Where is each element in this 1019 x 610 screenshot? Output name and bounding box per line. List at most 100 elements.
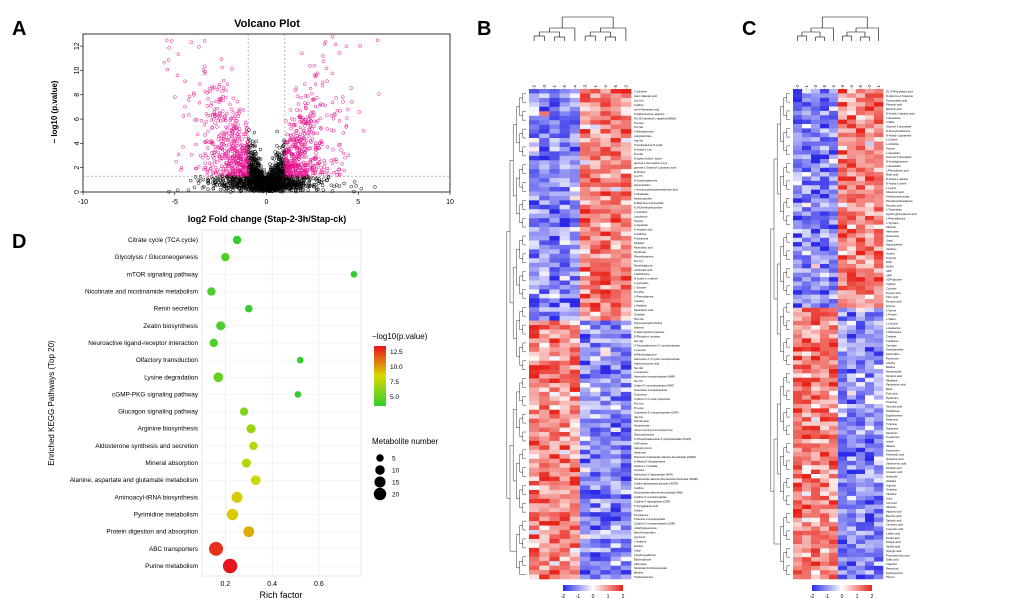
heatmap-cell (549, 468, 560, 473)
heatmap-cell (570, 343, 581, 348)
heatmap-cell (838, 198, 847, 203)
heatmap-cell (793, 150, 802, 155)
heatmap-row-label: Pro-Asp (634, 406, 644, 410)
heatmap-cell (549, 232, 560, 237)
heatmap-cell (611, 134, 622, 139)
volcano-point-significant (300, 52, 303, 55)
volcano-point-significant (227, 136, 230, 139)
heatmap-cell (621, 552, 632, 557)
heatmap-cell (820, 146, 829, 151)
heatmap-cell (560, 485, 571, 490)
heatmap-cell (560, 183, 571, 188)
heatmap-cell (829, 378, 838, 383)
heatmap-row-label: Lys-Leu (634, 98, 644, 102)
heatmap-cell (580, 392, 591, 397)
heatmap-cell (838, 168, 847, 173)
heatmap-cell (874, 128, 883, 133)
heatmap-cell (847, 128, 856, 133)
heatmap-cell (838, 93, 847, 98)
heatmap-cell (570, 245, 581, 250)
heatmap-cell (570, 165, 581, 170)
heatmap-cell (847, 268, 856, 273)
heatmap-cell (560, 428, 571, 433)
heatmap-cell (600, 401, 611, 406)
heatmap-cell (838, 89, 847, 94)
heatmap-cell (793, 277, 802, 282)
heatmap-cell (590, 218, 601, 223)
heatmap-cell (611, 401, 622, 406)
heatmap-cell (580, 432, 591, 437)
heatmap-cell (590, 281, 601, 286)
heatmap-cell (811, 163, 820, 168)
volcano-point-significant (190, 41, 193, 44)
heatmap-cell (820, 93, 829, 98)
heatmap-row-label: Nicotinamide adenine dinucleotide phosph… (634, 477, 698, 481)
heatmap-cell (838, 282, 847, 287)
heatmap-cell (570, 178, 581, 183)
heatmap-cell (829, 181, 838, 186)
heatmap-cell (529, 214, 540, 219)
volcano-point-significant (313, 125, 316, 128)
heatmap-cell (549, 539, 560, 544)
heatmap-cell (560, 530, 571, 535)
heatmap-cell (600, 178, 611, 183)
heatmap-cell (590, 552, 601, 557)
heatmap-row-label: Acetyl coenzyme A (Acetyl-CoA) (634, 428, 673, 432)
heatmap-cell (600, 405, 611, 410)
heatmap-cell (549, 102, 560, 107)
heatmap-cell (580, 552, 591, 557)
heatmap-cell (847, 225, 856, 230)
heatmap-cell (820, 273, 829, 278)
heatmap-cell (590, 352, 601, 357)
heatmap-cell (560, 330, 571, 335)
heatmap-cell (621, 530, 632, 535)
heatmap-cell (590, 374, 601, 379)
heatmap-cell (793, 273, 802, 278)
heatmap-cell (874, 282, 883, 287)
heatmap-cell (856, 120, 865, 125)
volcano-point-significant (323, 166, 326, 169)
heatmap-cell (829, 282, 838, 287)
heatmap-cell (590, 205, 601, 210)
heatmap-cell (838, 343, 847, 348)
heatmap-cell (802, 220, 811, 225)
heatmap-cell (600, 374, 611, 379)
heatmap-cell (549, 263, 560, 268)
heatmap-c: Stap-2-3h-2Stap-2-3h-1Stap-2-3h-3Stap-2-… (771, 17, 917, 600)
heatmap-cell (560, 481, 571, 486)
heatmap-cell (811, 225, 820, 230)
heatmap-cell (611, 249, 622, 254)
heatmap-cell (865, 115, 874, 120)
heatmap-cell (549, 125, 560, 130)
heatmap-cell (865, 207, 874, 212)
heatmap-cell (600, 107, 611, 112)
heatmap-row-label: Beta-Homoproline (634, 531, 656, 535)
heatmap-cell (838, 172, 847, 177)
heatmap-cell (529, 276, 540, 281)
heatmap-cell (600, 205, 611, 210)
heatmap-cell (590, 526, 601, 531)
heatmap-cell (580, 178, 591, 183)
heatmap-cell (621, 396, 632, 401)
heatmap-cell (590, 539, 601, 544)
volcano-point-significant (237, 115, 240, 118)
heatmap-cell (580, 570, 591, 575)
heatmap-cell (865, 98, 874, 103)
heatmap-cell (621, 129, 632, 134)
heatmap-cell (874, 325, 883, 330)
heatmap-cell (611, 472, 622, 477)
heatmap-cell (793, 142, 802, 147)
heatmap-cell (539, 227, 550, 232)
volcano-point-significant (322, 60, 325, 63)
heatmap-cell (829, 212, 838, 217)
heatmap-cell (856, 242, 865, 247)
heatmap-cell (621, 223, 632, 228)
heatmap-cell (811, 308, 820, 313)
heatmap-cell (560, 312, 571, 317)
heatmap-cell (802, 369, 811, 374)
heatmap-cell (570, 120, 581, 125)
volcano-xtick-label: -5 (172, 199, 178, 206)
heatmap-cell (856, 299, 865, 304)
heatmap-cell (570, 98, 581, 103)
heatmap-cell (580, 410, 591, 415)
